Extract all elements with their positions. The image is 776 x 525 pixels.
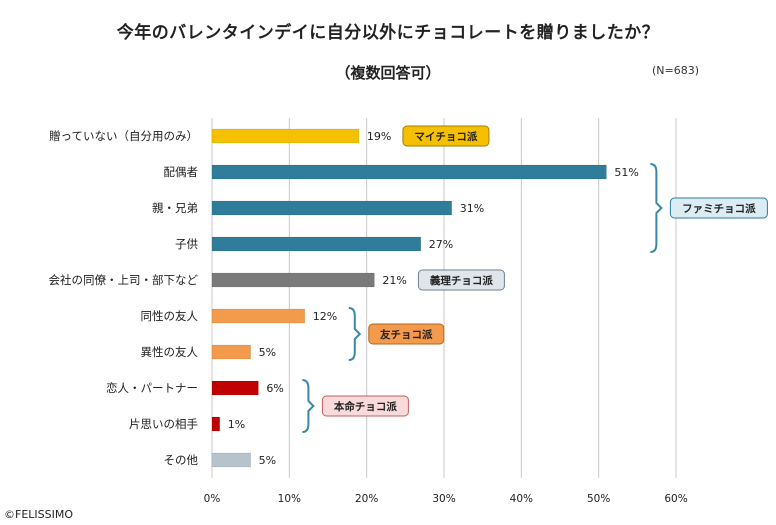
x-tick-label: 10% <box>278 493 301 505</box>
bar <box>211 452 251 468</box>
copyright: ©FELISSIMO <box>4 508 74 521</box>
group-badge-label: マイチョコ派 <box>414 131 477 143</box>
x-tick-label: 60% <box>664 493 687 505</box>
group-badge-label: ファミチョコ派 <box>682 203 756 215</box>
category-label: 配偶者 <box>164 165 199 179</box>
category-label: 異性の友人 <box>141 345 199 359</box>
x-tick-label: 20% <box>355 493 378 505</box>
value-label: 19% <box>367 130 391 143</box>
category-label: 恋人・パートナー <box>106 381 198 395</box>
bar <box>211 380 259 396</box>
x-tick-label: 30% <box>432 493 455 505</box>
x-tick-label: 0% <box>204 493 221 505</box>
category-label: 親・兄弟 <box>152 201 198 215</box>
chart-title: 今年のバレンタインデイに自分以外にチョコレートを贈りましたか？ <box>116 23 660 43</box>
value-label: 27% <box>429 238 453 251</box>
x-tick-label: 40% <box>510 493 533 505</box>
group-badge <box>417 269 505 291</box>
value-label: 51% <box>614 166 638 179</box>
value-label: 6% <box>266 382 283 395</box>
group-badge <box>402 125 490 147</box>
x-tick-label: 50% <box>587 493 610 505</box>
group-badge <box>368 323 445 345</box>
chart-subtitle: （複数回答可） <box>335 64 441 82</box>
group-bracket <box>302 379 315 433</box>
sample-size-note: (N=683) <box>652 64 700 77</box>
bar <box>211 308 306 324</box>
bar <box>211 416 220 432</box>
category-label: 同性の友人 <box>141 309 199 323</box>
bar <box>211 236 422 252</box>
group-badge-label: 本命チョコ派 <box>334 400 397 413</box>
value-label: 31% <box>460 202 484 215</box>
category-label: 片思いの相手 <box>129 417 198 431</box>
value-label: 21% <box>382 274 406 287</box>
category-label: 子供 <box>175 237 198 251</box>
category-label: 贈っていない（自分用のみ） <box>49 129 198 143</box>
category-label: その他 <box>164 453 199 467</box>
bar <box>211 272 375 288</box>
bar <box>211 164 607 180</box>
group-badge <box>669 197 768 219</box>
group-bracket <box>348 307 362 361</box>
bar <box>211 200 452 216</box>
bar <box>211 344 251 360</box>
value-label: 1% <box>228 418 245 431</box>
group-badge <box>321 395 409 417</box>
group-badge-label: 友チョコ派 <box>379 328 433 341</box>
value-label: 5% <box>259 454 276 467</box>
value-label: 5% <box>259 346 276 359</box>
group-bracket <box>650 163 663 253</box>
value-label: 12% <box>313 310 337 323</box>
bar <box>211 128 360 144</box>
group-badge-label: 義理チョコ派 <box>430 274 493 287</box>
category-label: 会社の同僚・上司・部下など <box>49 273 199 287</box>
